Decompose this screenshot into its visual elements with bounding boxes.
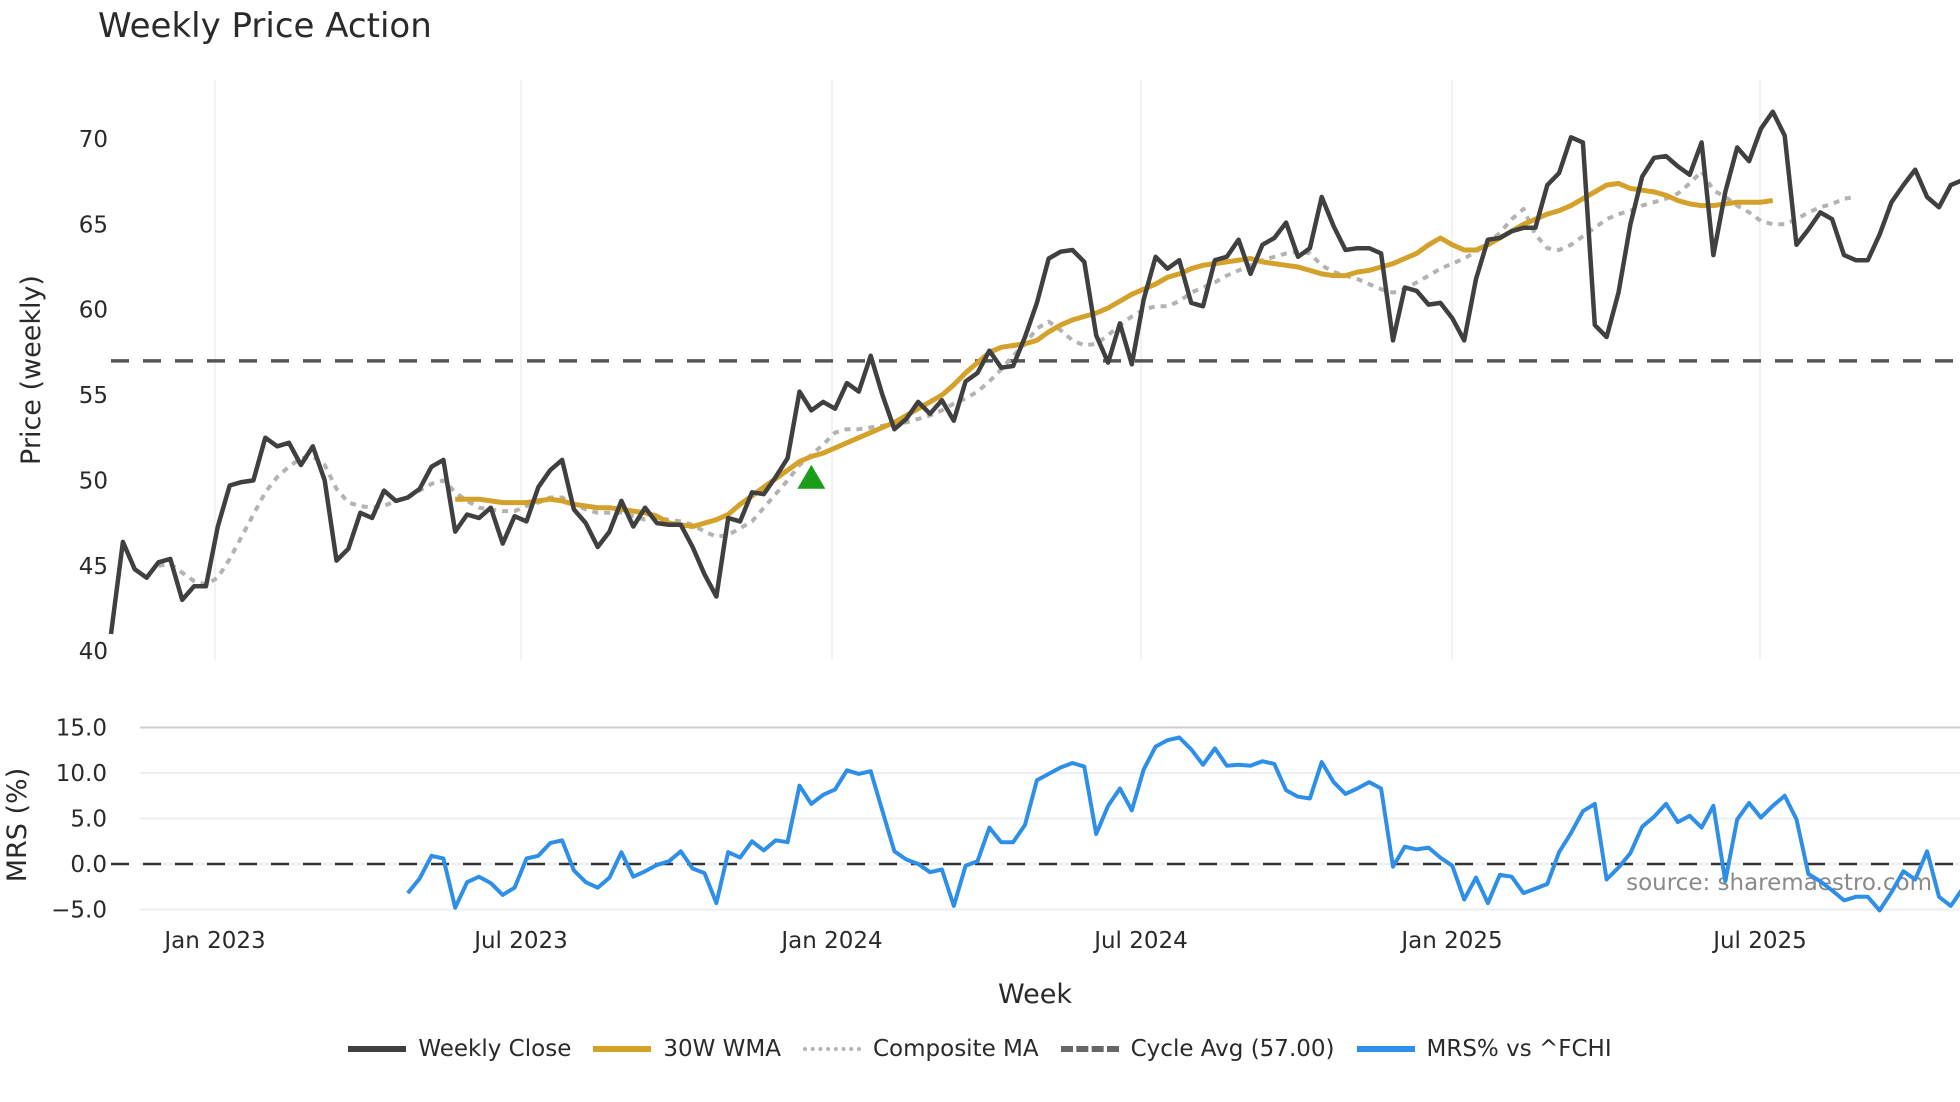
- price-y-axis: 40 45 50 55 60 65 70: [79, 127, 108, 665]
- wma-swatch-icon: [593, 1046, 652, 1052]
- legend-item-composite[interactable]: Composite MA: [802, 1036, 1039, 1062]
- y-tick-label: 55: [79, 383, 108, 409]
- y-tick-label: 10.0: [56, 761, 107, 787]
- close-swatch-icon: [348, 1046, 407, 1052]
- chart-title: Weekly Price Action: [98, 6, 432, 46]
- buy-signal-triangle-icon: [797, 464, 826, 489]
- x-tick-label: Jan 2023: [162, 928, 265, 954]
- mrs-swatch-icon: [1356, 1046, 1415, 1052]
- y-tick-label: 0.0: [70, 852, 107, 878]
- legend-label: MRS% vs ^FCHI: [1426, 1036, 1612, 1062]
- legend-item-mrs[interactable]: MRS% vs ^FCHI: [1356, 1036, 1612, 1062]
- price-y-axis-label: Price (weekly): [16, 275, 47, 465]
- x-axis-label: Week: [998, 979, 1072, 1010]
- legend-label: Cycle Avg (57.00): [1130, 1036, 1335, 1062]
- x-tick-label: Jul 2025: [1711, 928, 1807, 954]
- legend-item-wma[interactable]: 30W WMA: [593, 1036, 781, 1062]
- legend-label: 30W WMA: [663, 1036, 781, 1062]
- y-tick-label: 40: [79, 639, 108, 665]
- y-tick-label: −5.0: [51, 898, 107, 924]
- source-annotation: source: sharemaestro.com: [1626, 870, 1932, 896]
- x-tick-label: Jan 2025: [1399, 928, 1502, 954]
- y-tick-label: 15.0: [56, 716, 107, 742]
- x-axis: Jan 2023 Jul 2023 Jan 2024 Jul 2024 Jan 2025…: [162, 928, 1806, 954]
- y-tick-label: 70: [79, 127, 108, 153]
- legend-item-close[interactable]: Weekly Close: [348, 1036, 571, 1062]
- y-tick-label: 45: [79, 554, 108, 580]
- y-tick-label: 5.0: [70, 807, 107, 833]
- legend: Weekly Close 30W WMA Composite MA Cycle Avg…: [0, 1036, 1960, 1062]
- x-tick-label: Jul 2023: [472, 928, 568, 954]
- cycle-swatch-icon: [1060, 1046, 1119, 1052]
- mrs-y-axis: −5.0 0.0 5.0 10.0 15.0: [51, 716, 107, 924]
- mrs-y-axis-label: MRS (%): [2, 768, 33, 883]
- composite-ma-line: [158, 169, 1857, 587]
- composite-swatch-icon: [802, 1047, 861, 1051]
- legend-label: Weekly Close: [418, 1036, 572, 1062]
- legend-item-cycle[interactable]: Cycle Avg (57.00): [1060, 1036, 1335, 1062]
- y-tick-label: 60: [79, 298, 108, 324]
- mrs-line: [406, 735, 1960, 913]
- y-tick-label: 50: [79, 468, 108, 494]
- weekly-close-line: [108, 109, 1960, 635]
- legend-label: Composite MA: [872, 1036, 1039, 1062]
- y-tick-label: 65: [79, 212, 108, 238]
- wma-30w-line: [455, 180, 1774, 529]
- x-tick-label: Jul 2024: [1092, 928, 1188, 954]
- x-tick-label: Jan 2024: [779, 928, 882, 954]
